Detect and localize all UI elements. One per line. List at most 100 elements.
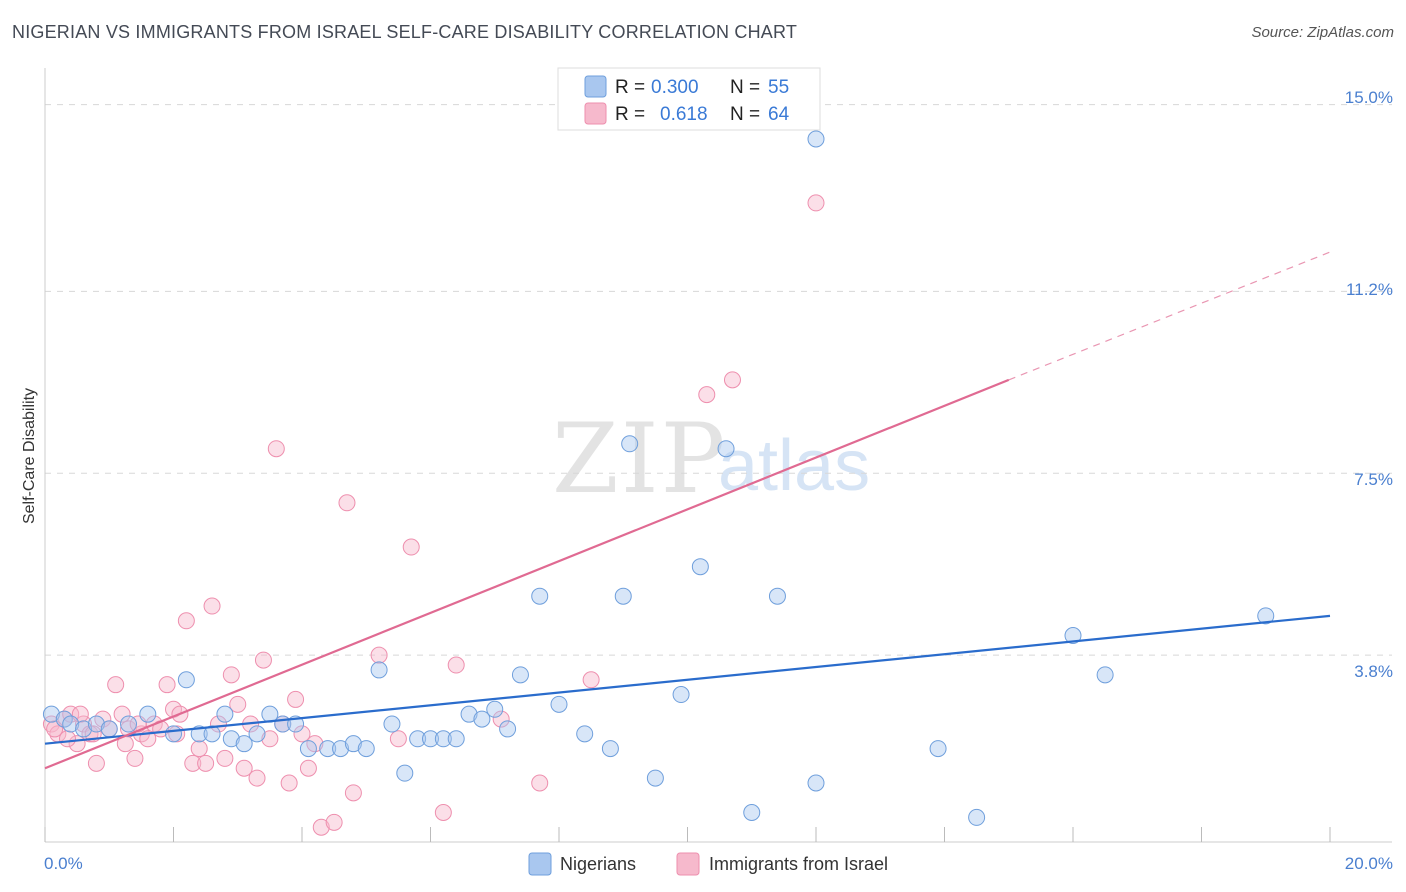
data-point-nigerians — [370, 661, 388, 679]
data-point-nigerians — [576, 725, 594, 743]
data-point-israel — [184, 754, 202, 772]
data-point-israel — [267, 440, 285, 458]
data-point-nigerians — [614, 587, 632, 605]
data-point-nigerians — [1096, 666, 1114, 684]
data-point-nigerians — [486, 700, 504, 718]
bottom-legend-swatch-nigerians — [528, 852, 552, 876]
data-point-nigerians — [460, 705, 478, 723]
x-tick-label-min: 0.0% — [44, 854, 83, 873]
legend: R = 0.300 N = 55 R = 0.618 N = 64 — [557, 67, 821, 131]
data-point-nigerians — [447, 730, 465, 748]
y-tick-label: 15.0% — [1345, 88, 1393, 107]
legend-n-label: N = — [730, 104, 760, 125]
data-point-israel — [338, 494, 356, 512]
data-point-israel — [261, 730, 279, 748]
data-point-israel — [698, 386, 716, 404]
data-point-israel — [254, 651, 272, 669]
data-point-nigerians — [807, 130, 825, 148]
data-point-israel — [492, 710, 510, 728]
chart-title: NIGERIAN VS IMMIGRANTS FROM ISRAEL SELF-… — [12, 22, 798, 42]
legend-n-value: 55 — [768, 77, 789, 98]
data-point-israel — [344, 784, 362, 802]
data-point-nigerians — [357, 740, 375, 758]
data-point-nigerians — [120, 715, 138, 733]
data-point-nigerians — [1257, 607, 1275, 625]
data-point-israel — [582, 671, 600, 689]
legend-n-value: 64 — [768, 104, 790, 125]
bottom-legend: Nigerians Immigrants from Israel — [528, 852, 888, 876]
data-point-israel — [312, 818, 330, 836]
data-point-nigerians — [717, 440, 735, 458]
legend-r-label: R = — [615, 104, 645, 125]
data-point-israel — [58, 730, 76, 748]
watermark-zip: ZIP — [552, 403, 727, 515]
legend-r-value: 0.618 — [660, 104, 708, 125]
data-point-israel — [158, 676, 176, 694]
data-point-nigerians — [929, 740, 947, 758]
watermark: ZIP atlas — [552, 403, 870, 515]
data-point-israel — [113, 705, 131, 723]
data-point-nigerians — [621, 435, 639, 453]
data-point-nigerians — [1064, 627, 1082, 645]
data-point-israel — [209, 715, 227, 733]
trend-lines — [44, 251, 1331, 770]
data-point-nigerians — [743, 804, 761, 822]
source-label: Source: ZipAtlas.com — [1251, 24, 1394, 41]
y-tick-labels: 15.0% 11.2% 7.5% 3.8% — [1345, 88, 1393, 681]
data-point-israel — [370, 646, 388, 664]
trend-line-israel-extrapolated — [1008, 251, 1331, 381]
data-point-nigerians — [409, 730, 427, 748]
data-point-israel — [197, 754, 215, 772]
x-ticks — [44, 827, 1331, 842]
y-axis-title: Self-Care Disability — [21, 388, 38, 524]
legend-swatch-israel — [584, 102, 607, 125]
data-point-nigerians — [87, 715, 105, 733]
data-point-nigerians — [100, 720, 118, 738]
bottom-legend-label-israel: Immigrants from Israel — [709, 854, 888, 874]
data-point-israel — [216, 749, 234, 767]
data-point-israel — [434, 804, 452, 822]
data-point-israel — [42, 715, 60, 733]
data-point-nigerians — [434, 730, 452, 748]
data-point-nigerians — [768, 587, 786, 605]
data-point-nigerians — [473, 710, 491, 728]
data-point-nigerians — [511, 666, 529, 684]
data-point-israel — [402, 538, 420, 556]
data-point-israel — [177, 612, 195, 630]
axes — [44, 68, 1392, 843]
data-point-israel — [325, 813, 343, 831]
data-point-israel — [126, 749, 144, 767]
data-point-nigerians — [222, 730, 240, 748]
bottom-legend-swatch-israel — [676, 852, 700, 876]
data-point-israel — [107, 676, 125, 694]
data-point-israel — [229, 695, 247, 713]
data-point-nigerians — [383, 715, 401, 733]
data-point-israel — [248, 769, 266, 787]
data-point-nigerians — [344, 735, 362, 753]
data-point-nigerians — [75, 720, 93, 738]
data-point-israel — [280, 774, 298, 792]
data-point-nigerians — [203, 725, 221, 743]
data-point-nigerians — [62, 715, 80, 733]
data-point-israel — [807, 194, 825, 212]
bottom-legend-label-nigerians: Nigerians — [560, 854, 636, 874]
y-tick-label: 3.8% — [1354, 662, 1393, 681]
data-point-israel — [87, 754, 105, 772]
y-tick-label: 11.2% — [1346, 280, 1393, 299]
data-point-israel — [287, 690, 305, 708]
data-point-nigerians — [216, 705, 234, 723]
data-point-nigerians — [499, 720, 517, 738]
legend-n-label: N = — [730, 77, 760, 98]
data-point-nigerians — [190, 725, 208, 743]
data-point-nigerians — [42, 705, 60, 723]
data-point-israel — [389, 730, 407, 748]
data-point-israel — [203, 597, 221, 615]
data-point-israel — [447, 656, 465, 674]
data-point-nigerians — [139, 705, 157, 723]
legend-r-label: R = — [615, 77, 645, 98]
data-point-nigerians — [691, 558, 709, 576]
data-point-nigerians — [299, 740, 317, 758]
data-point-nigerians — [968, 808, 986, 826]
trend-line-israel — [44, 378, 1010, 770]
